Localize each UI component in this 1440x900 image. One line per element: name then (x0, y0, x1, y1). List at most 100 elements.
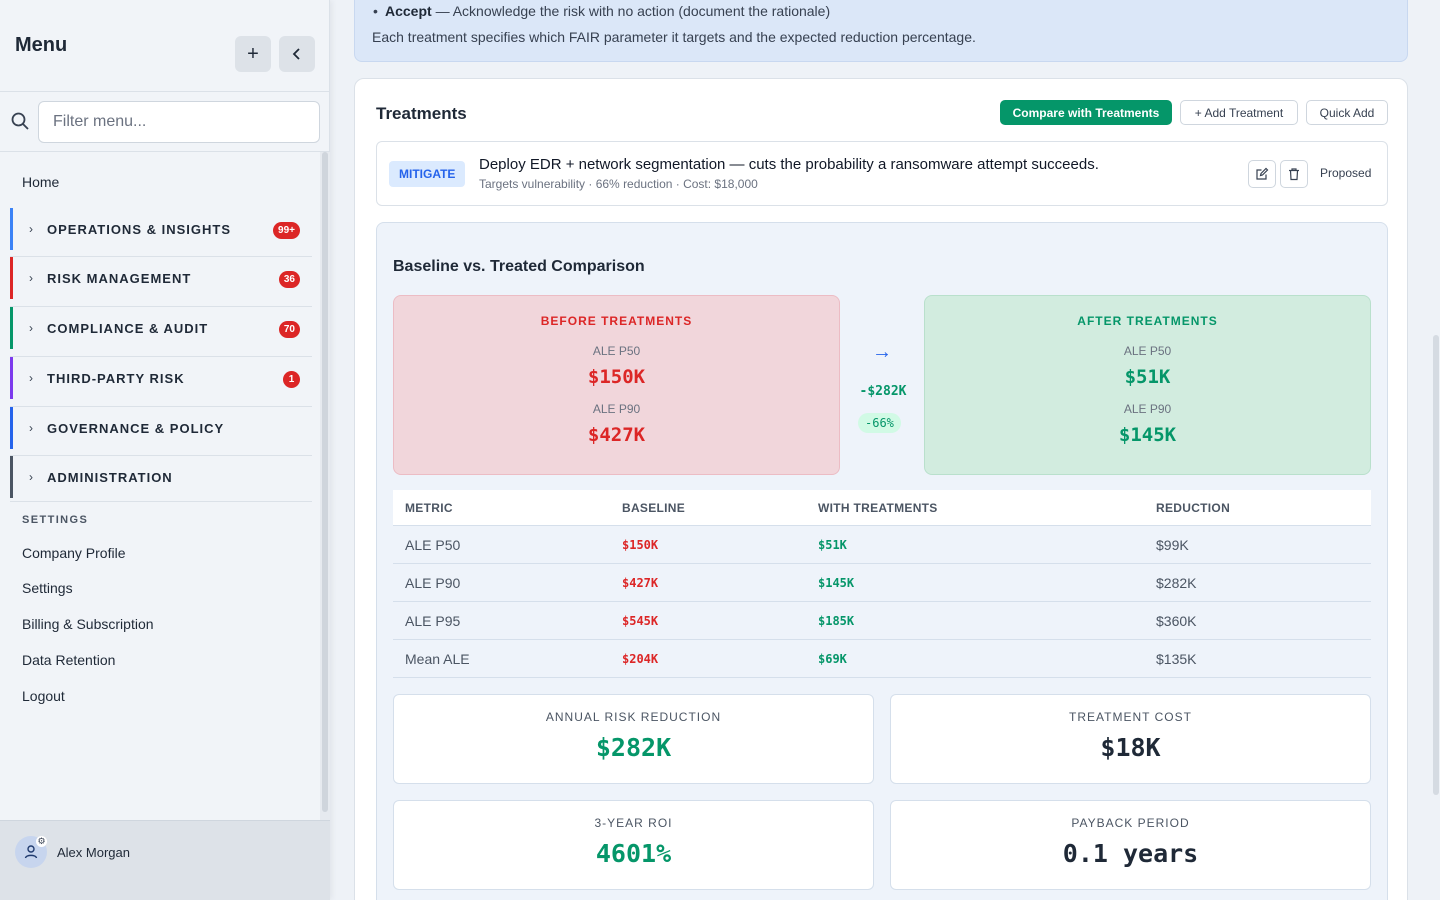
nav-group-label: ADMINISTRATION (47, 469, 173, 485)
treatments-title: Treatments (376, 104, 467, 123)
quick-add-button[interactable]: Quick Add (1306, 100, 1388, 125)
treated-cell: $145K (818, 576, 855, 590)
user-profile[interactable]: ⚙ Alex Morgan (0, 820, 330, 900)
before-p50-label: ALE P50 (592, 344, 641, 358)
user-icon (24, 845, 38, 859)
payback-period-card: PAYBACK PERIOD 0.1 years (890, 800, 1371, 890)
reduction-cell: $282K (1156, 575, 1197, 591)
three-year-roi-card: 3-YEAR ROI 4601% (393, 800, 874, 890)
divider (10, 455, 312, 456)
after-treatments-box: AFTER TREATMENTS ALE P50 $51K ALE P90 $1… (924, 295, 1371, 475)
baseline-cell: $150K (622, 538, 659, 552)
treatment-cost-card: TREATMENT COST $18K (890, 694, 1371, 784)
metric-label: 3-YEAR ROI (594, 816, 673, 830)
column-header-with-treatments: WITH TREATMENTS (818, 501, 938, 515)
nav-billing-subscription[interactable]: Billing & Subscription (22, 616, 154, 632)
after-p90-value: $145K (1118, 424, 1177, 446)
before-treatments-box: BEFORE TREATMENTS ALE P50 $150K ALE P90 … (393, 295, 840, 475)
metric-label: ANNUAL RISK REDUCTION (545, 710, 722, 724)
divider (10, 306, 312, 307)
treated-cell: $185K (818, 614, 855, 628)
after-p50-value: $51K (1124, 366, 1171, 388)
delta-value: -$282K (859, 384, 907, 399)
reduction-cell: $99K (1156, 537, 1189, 553)
collapse-sidebar-button[interactable] (279, 36, 315, 72)
comparison-title: Baseline vs. Treated Comparison (393, 258, 645, 275)
table-header: METRIC BASELINE WITH TREATMENTS REDUCTIO… (393, 490, 1371, 526)
info-bullet: • Accept — Acknowledge the risk with no a… (373, 3, 830, 19)
table-row: Mean ALE $204K $69K $135K (393, 640, 1371, 678)
nav-group-label: GOVERNANCE & POLICY (47, 420, 225, 436)
count-badge: 36 (278, 271, 300, 288)
edit-treatment-button[interactable] (1248, 160, 1276, 188)
treatment-type-badge: MITIGATE (389, 161, 466, 187)
after-p50-label: ALE P50 (1123, 344, 1172, 358)
metric-value: $18K (1100, 733, 1161, 762)
settings-heading: SETTINGS (22, 514, 89, 526)
treatment-title: Deploy EDR + network segmentation — cuts… (479, 156, 1099, 173)
reduction-cell: $135K (1156, 651, 1197, 667)
treatment-row: MITIGATE Deploy EDR + network segmentati… (376, 141, 1388, 206)
add-menu-button[interactable]: + (235, 36, 271, 72)
metric-label: PAYBACK PERIOD (1071, 816, 1190, 830)
info-bullet-term: Accept (385, 3, 432, 19)
metric-value: 0.1 years (1062, 839, 1199, 868)
nav-group-operations-insights[interactable]: › OPERATIONS & INSIGHTS 99+ (10, 208, 312, 250)
sidebar-search (0, 92, 329, 152)
filter-menu-input[interactable] (38, 101, 320, 143)
chevron-right-icon: › (29, 421, 33, 435)
nav-group-label: THIRD-PARTY RISK (47, 370, 185, 386)
metric-value: 4601% (595, 839, 672, 868)
delete-treatment-button[interactable] (1280, 160, 1308, 188)
reduction-cell: $360K (1156, 613, 1197, 629)
sidebar-scrollbar[interactable] (320, 152, 330, 820)
metric-cell: ALE P95 (405, 613, 461, 629)
scrollbar-thumb[interactable] (1433, 335, 1439, 795)
arrow-right-icon: → (872, 341, 892, 363)
nav-group-label: COMPLIANCE & AUDIT (47, 320, 209, 336)
info-bullet-text: — Acknowledge the risk with no action (d… (431, 3, 831, 19)
search-icon (11, 112, 29, 130)
metric-cell: Mean ALE (405, 651, 470, 667)
divider (10, 356, 312, 357)
metric-cell: ALE P90 (405, 575, 461, 591)
nav-data-retention[interactable]: Data Retention (22, 652, 116, 668)
nav-group-risk-management[interactable]: › RISK MANAGEMENT 36 (10, 257, 312, 299)
baseline-cell: $204K (622, 652, 659, 666)
nav-group-governance-policy[interactable]: › GOVERNANCE & POLICY (10, 407, 312, 449)
metric-value: $282K (595, 733, 672, 762)
add-treatment-button[interactable]: + Add Treatment (1180, 100, 1298, 125)
treated-cell: $51K (818, 538, 847, 552)
table-row: ALE P95 $545K $185K $360K (393, 602, 1371, 640)
metric-cell: ALE P50 (405, 537, 461, 553)
info-footer: Each treatment specifies which FAIR para… (372, 29, 976, 45)
comparison-table: METRIC BASELINE WITH TREATMENTS REDUCTIO… (393, 490, 1371, 678)
nav-group-third-party-risk[interactable]: › THIRD-PARTY RISK 1 (10, 357, 312, 399)
treated-cell: $69K (818, 652, 847, 666)
nav-home[interactable]: Home (22, 174, 60, 190)
nav-group-administration[interactable]: › ADMINISTRATION (10, 456, 312, 498)
annual-risk-reduction-card: ANNUAL RISK REDUCTION $282K (393, 694, 874, 784)
plus-icon: + (247, 42, 259, 65)
baseline-cell: $545K (622, 614, 659, 628)
column-header-reduction: REDUCTION (1156, 501, 1231, 515)
before-p50-value: $150K (587, 366, 646, 388)
treatments-card: Treatments Compare with Treatments + Add… (354, 78, 1408, 900)
divider (10, 256, 312, 257)
table-row: ALE P90 $427K $145K $282K (393, 564, 1371, 602)
nav-logout[interactable]: Logout (22, 688, 65, 704)
table-row: ALE P50 $150K $51K $99K (393, 526, 1371, 564)
nav-group-compliance-audit[interactable]: › COMPLIANCE & AUDIT 70 (10, 307, 312, 349)
bullet-icon: • (373, 3, 378, 19)
chevron-right-icon: › (29, 321, 33, 335)
divider (10, 501, 312, 502)
after-heading: AFTER TREATMENTS (1077, 314, 1218, 328)
compare-with-treatments-button[interactable]: Compare with Treatments (1000, 100, 1172, 125)
gear-icon: ⚙ (36, 836, 47, 847)
nav-company-profile[interactable]: Company Profile (22, 545, 126, 561)
nav-settings[interactable]: Settings (22, 580, 73, 596)
scrollbar-thumb[interactable] (322, 152, 328, 812)
delta-percent-badge: -66% (858, 413, 901, 433)
chevron-left-icon (292, 48, 300, 60)
main-scrollbar[interactable] (1432, 0, 1440, 900)
